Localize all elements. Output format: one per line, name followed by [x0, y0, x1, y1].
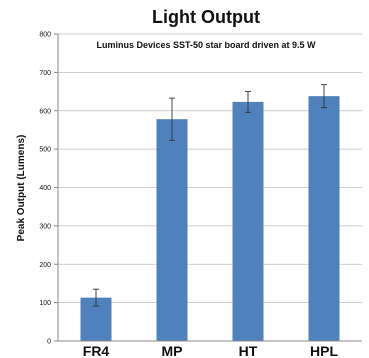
y-tick-label: 200 [39, 262, 51, 269]
chart-subtitle: Luminus Devices SST-50 star board driven… [96, 40, 316, 50]
error-bars [93, 84, 327, 307]
x-tick-label: HT [239, 343, 258, 358]
x-tick-labels: FR4 MP HT HPL [83, 343, 339, 358]
x-tick-label: MP [162, 343, 183, 358]
bars [80, 96, 340, 341]
y-tick-label: 600 [39, 108, 51, 115]
y-tick-labels: 0 100 200 300 400 500 600 700 800 [39, 32, 58, 346]
y-axis-label: Peak Output (Lumens) [16, 135, 27, 242]
bar-ht [232, 101, 264, 341]
bar-hpl [308, 96, 340, 341]
chart-title: Light Output [152, 7, 260, 27]
x-tick-label: HPL [310, 343, 338, 358]
x-tick-label: FR4 [83, 343, 110, 358]
gridlines [58, 33, 362, 304]
y-tick-label: 500 [39, 147, 51, 154]
y-tick-label: 300 [39, 223, 51, 230]
y-tick-label: 0 [47, 339, 51, 346]
y-tick-label: 800 [39, 32, 51, 39]
y-tick-label: 700 [39, 70, 51, 77]
y-tick-label: 100 [39, 300, 51, 307]
bar-mp [156, 119, 188, 341]
y-tick-label: 400 [39, 185, 51, 192]
